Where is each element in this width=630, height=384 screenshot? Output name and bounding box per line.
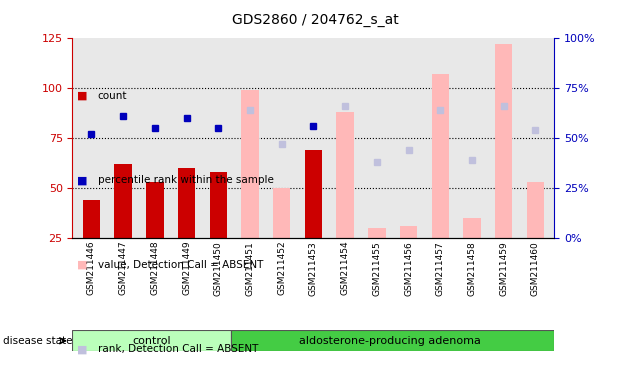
Bar — [115, 164, 132, 238]
Text: ■: ■ — [77, 91, 87, 101]
Text: count: count — [98, 91, 127, 101]
Text: value, Detection Call = ABSENT: value, Detection Call = ABSENT — [98, 260, 263, 270]
Bar — [83, 200, 100, 238]
Text: disease state: disease state — [3, 336, 72, 346]
Bar — [495, 45, 512, 238]
Bar — [305, 150, 322, 238]
Text: rank, Detection Call = ABSENT: rank, Detection Call = ABSENT — [98, 344, 258, 354]
Text: ■: ■ — [77, 344, 87, 354]
Bar — [400, 226, 417, 238]
Bar — [527, 182, 544, 238]
Text: percentile rank within the sample: percentile rank within the sample — [98, 175, 273, 185]
Text: ■: ■ — [77, 175, 87, 185]
Bar — [432, 74, 449, 238]
Bar — [273, 188, 290, 238]
Bar — [210, 172, 227, 238]
Text: ■: ■ — [77, 260, 87, 270]
Text: GDS2860 / 204762_s_at: GDS2860 / 204762_s_at — [232, 13, 398, 27]
Text: aldosterone-producing adenoma: aldosterone-producing adenoma — [299, 336, 481, 346]
Bar — [146, 182, 164, 238]
Bar — [231, 330, 554, 351]
Bar — [463, 218, 481, 238]
Bar — [72, 330, 231, 351]
Text: control: control — [132, 336, 171, 346]
Bar — [241, 90, 259, 238]
Bar — [336, 112, 354, 238]
Bar — [178, 168, 195, 238]
Bar — [368, 228, 386, 238]
